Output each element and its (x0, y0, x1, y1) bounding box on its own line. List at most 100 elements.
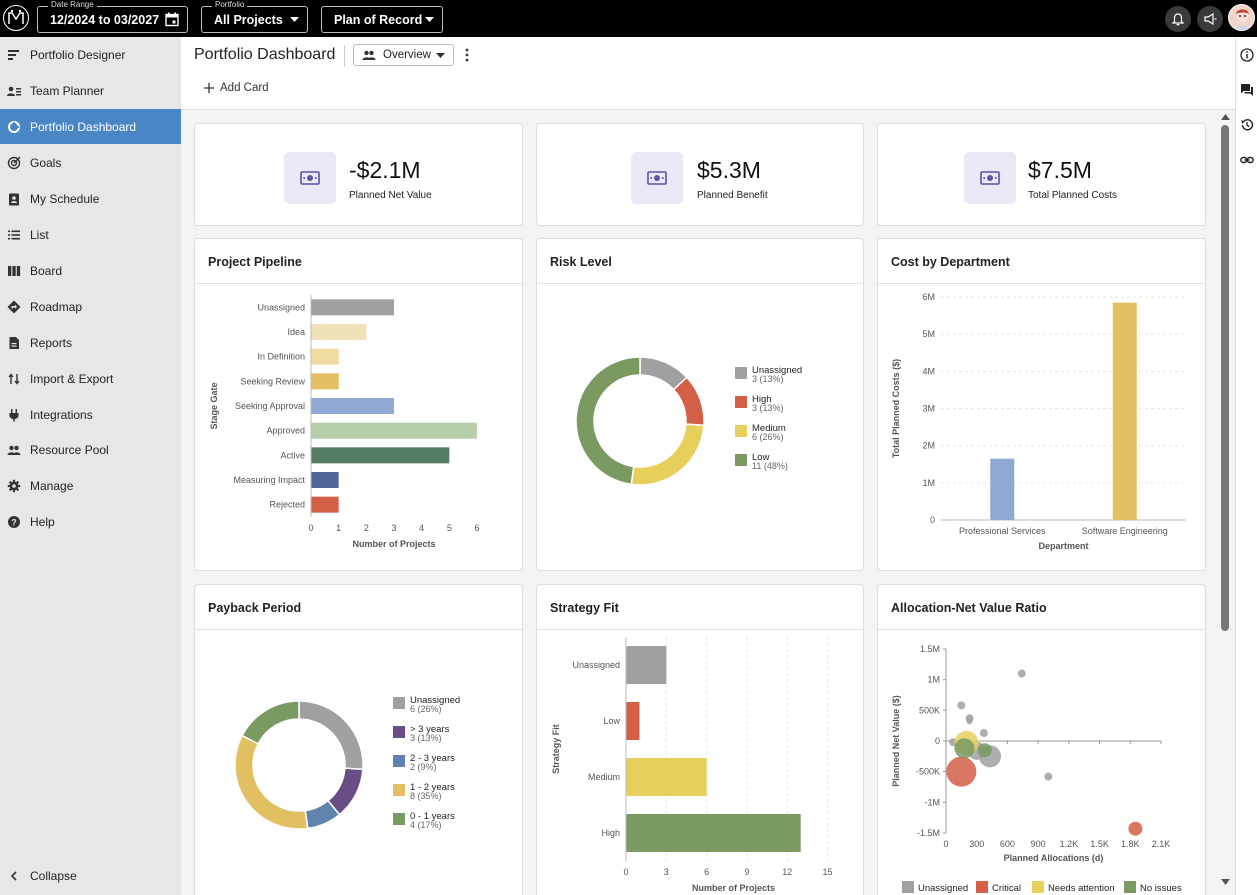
chevron-down-icon (436, 53, 445, 58)
legend-value: 11 (48%) (752, 461, 788, 471)
more-options-icon[interactable] (461, 47, 473, 63)
sidebar-item-manage[interactable]: Manage (0, 468, 181, 503)
portfolio-value: All Projects (214, 13, 283, 27)
avatar-icon (1233, 9, 1252, 30)
strategy-fit-card: Strategy Fit 0 3 6 9 12 15 Unassigned Low Medium… (536, 584, 864, 895)
x-axis-label: Department (1038, 541, 1088, 551)
chevron-down-icon (425, 17, 434, 22)
sidebar-item-label: Manage (30, 478, 74, 493)
card-divider (537, 283, 863, 284)
allocation-net-value-chart: -1.5M -1M -500K 0 500K 1M 1.5M 0 300 600 900 1.2K 1.… (891, 644, 1182, 894)
sidebar-item-integrations[interactable]: Integrations (0, 397, 181, 432)
view-select[interactable]: Overview (353, 44, 454, 66)
sidebar-item-import-export[interactable]: Import & Export (0, 361, 181, 396)
x-tick-label: 6 (474, 523, 479, 533)
bar (626, 814, 801, 852)
top-bar: Date Range 12/2024 to 03/2027 Portfolio … (0, 0, 1257, 37)
plus-icon (204, 83, 214, 93)
bar (311, 398, 394, 414)
y-tick-label: 1M (922, 478, 935, 488)
y-tick-label: Medium (588, 772, 620, 782)
scroll-down-icon[interactable] (1221, 879, 1230, 885)
scatter-point (954, 738, 975, 759)
legend-swatch (735, 367, 747, 379)
calendar-icon[interactable] (165, 12, 179, 27)
sidebar-item-roadmap[interactable]: Roadmap (0, 289, 181, 324)
legend-swatch (1032, 881, 1044, 893)
add-card-button[interactable]: Add Card (203, 82, 269, 94)
y-tick-label: In Definition (257, 352, 305, 362)
card-title: Payback Period (208, 601, 302, 615)
announcements-button[interactable] (1197, 6, 1223, 32)
x-tick-label: Professional Services (959, 526, 1046, 536)
x-tick-label: 300 (969, 839, 984, 849)
collapse-sidebar-button[interactable]: Collapse (0, 858, 181, 893)
kpi-icon-box (964, 152, 1016, 204)
allocation-net-value-card: Allocation-Net Value Ratio -1.5M -1M -500K… (877, 584, 1206, 895)
legend-swatch (735, 454, 747, 466)
content-scrollbar[interactable] (1219, 110, 1233, 895)
bell-icon (1172, 12, 1184, 25)
legend-label: Unassigned (918, 883, 968, 894)
project-pipeline-card: Project Pipeline 0 1 2 3 4 5 6 Unassigned Idea In… (194, 238, 523, 571)
comments-icon[interactable] (1240, 83, 1254, 97)
sidebar-item-team-planner[interactable]: Team Planner (0, 73, 181, 108)
roadmap-icon (7, 300, 21, 314)
notifications-button[interactable] (1165, 6, 1191, 32)
gear-icon (7, 479, 21, 493)
app-logo[interactable] (3, 5, 29, 31)
sidebar-item-resource-pool[interactable]: Resource Pool (0, 432, 181, 467)
x-tick-label: 1.5K (1090, 839, 1109, 849)
y-tick-label: 3M (922, 404, 935, 414)
link-icon[interactable] (1240, 153, 1254, 167)
sidebar-item-label: Resource Pool (30, 442, 109, 457)
y-tick-label: Unassigned (257, 302, 305, 312)
portfolio-label: Portfolio (212, 0, 248, 10)
designer-icon (8, 50, 19, 60)
bar (626, 646, 667, 684)
user-avatar[interactable] (1228, 4, 1255, 31)
legend-label: Unassigned (752, 365, 802, 376)
sidebar-item-my-schedule[interactable]: My Schedule (0, 181, 181, 216)
y-tick-label: -1M (925, 797, 941, 807)
legend-swatch (393, 697, 405, 709)
portfolio-select[interactable]: Portfolio All Projects (201, 0, 308, 33)
sidebar-item-portfolio-designer[interactable]: Portfolio Designer (0, 37, 181, 72)
kpi-value: $5.3M (697, 157, 761, 183)
scroll-up-icon[interactable] (1221, 114, 1230, 120)
x-tick-label: 900 (1031, 839, 1046, 849)
sidebar-item-goals[interactable]: Goals (0, 145, 181, 180)
bar (311, 324, 367, 340)
legend-swatch (393, 784, 405, 796)
kpi-value: -$2.1M (349, 157, 421, 183)
megaphone-icon (1203, 13, 1216, 25)
pie-slice (298, 700, 364, 771)
pie-slice (241, 700, 300, 745)
card-divider (878, 283, 1205, 284)
sidebar-item-help[interactable]: ? Help (0, 504, 181, 539)
scrollbar-thumb[interactable] (1221, 125, 1229, 631)
legend-swatch (902, 881, 914, 893)
sidebar-item-board[interactable]: Board (0, 253, 181, 288)
y-tick-label: High (601, 828, 620, 838)
project-pipeline-chart: 0 1 2 3 4 5 6 Unassigned Idea In Definition Seekin… (209, 295, 480, 549)
sidebar-item-list[interactable]: List (0, 217, 181, 252)
risk-level-card: Risk Level Unassigned 3 (13%) High 3 (13%) M… (536, 238, 864, 571)
x-tick-label: Software Engineering (1082, 526, 1168, 536)
scatter-point (966, 718, 973, 725)
right-rail (1235, 37, 1257, 895)
plan-select[interactable]: Plan of Record (321, 6, 443, 33)
people-icon (7, 445, 21, 455)
y-axis-label: Strategy Fit (551, 724, 561, 774)
svg-text:?: ? (11, 518, 17, 528)
info-icon[interactable] (1240, 48, 1254, 62)
sidebar-item-label: Reports (30, 335, 73, 350)
date-range-field[interactable]: Date Range 12/2024 to 03/2027 (37, 0, 188, 33)
x-tick-label: 12 (782, 867, 792, 877)
bar (626, 702, 640, 740)
legend-swatch (735, 396, 747, 408)
sidebar-item-reports[interactable]: Reports (0, 325, 181, 360)
sidebar-item-portfolio-dashboard[interactable]: Portfolio Dashboard (0, 109, 181, 144)
history-icon[interactable] (1240, 118, 1254, 132)
